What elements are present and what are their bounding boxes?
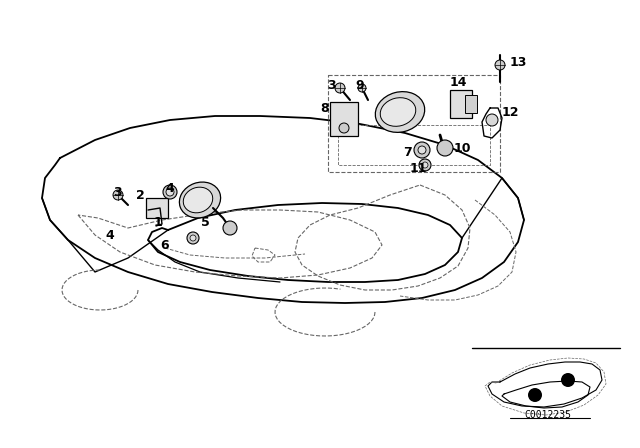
Bar [450,90,472,118]
Circle shape [190,235,196,241]
Text: 5: 5 [200,215,209,228]
Bar [146,198,168,218]
Circle shape [113,190,123,200]
Ellipse shape [179,182,221,218]
Bar [330,102,358,136]
Circle shape [486,114,498,126]
Circle shape [187,232,199,244]
Ellipse shape [375,92,425,132]
Ellipse shape [380,98,416,126]
Circle shape [561,373,575,387]
Text: 7: 7 [404,146,412,159]
Circle shape [418,146,426,154]
Circle shape [437,140,453,156]
Text: C0012235: C0012235 [525,410,572,420]
Circle shape [166,188,174,196]
Text: 9: 9 [356,78,364,91]
Text: 12: 12 [501,105,519,119]
Circle shape [163,185,177,199]
Text: 4: 4 [106,228,115,241]
Circle shape [358,84,366,92]
Text: 3: 3 [328,78,336,91]
Text: 3: 3 [114,185,122,198]
Circle shape [414,142,430,158]
Text: 2: 2 [136,189,145,202]
Text: 8: 8 [321,102,330,115]
Circle shape [339,123,349,133]
Text: 13: 13 [509,56,527,69]
Circle shape [335,83,345,93]
Text: 11: 11 [409,161,427,175]
Ellipse shape [183,187,212,213]
Text: 4: 4 [166,181,174,194]
Circle shape [528,388,542,402]
Text: 10: 10 [453,142,471,155]
Circle shape [223,221,237,235]
Text: 14: 14 [449,76,467,89]
Circle shape [419,159,431,171]
Bar [465,95,477,113]
Circle shape [422,162,428,168]
Circle shape [495,60,505,70]
Text: 6: 6 [161,238,170,251]
Text: 1: 1 [154,215,163,228]
